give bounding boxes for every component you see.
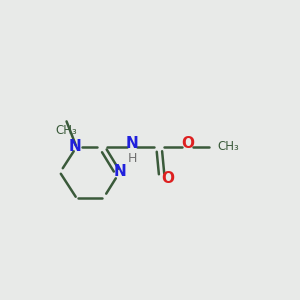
Text: O: O bbox=[161, 171, 174, 186]
Text: O: O bbox=[181, 136, 194, 152]
Text: CH₃: CH₃ bbox=[217, 140, 239, 154]
Text: CH₃: CH₃ bbox=[55, 124, 77, 137]
Text: N: N bbox=[114, 164, 126, 179]
Text: N: N bbox=[69, 139, 81, 154]
Text: N: N bbox=[126, 136, 138, 152]
Text: H: H bbox=[127, 152, 137, 165]
